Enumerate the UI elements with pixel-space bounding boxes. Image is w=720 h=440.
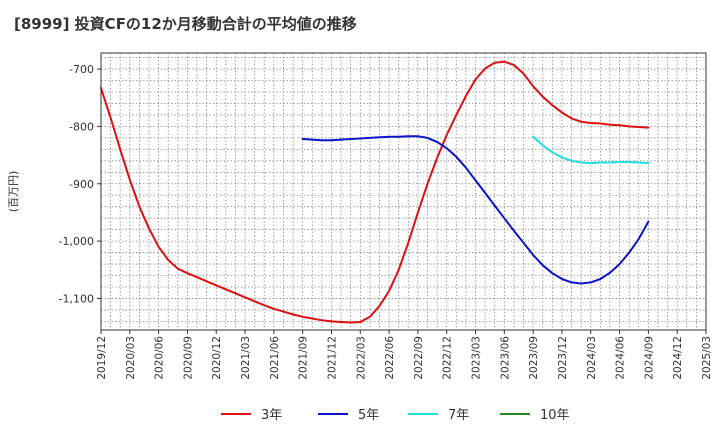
plot-background — [101, 53, 706, 330]
series-lines — [100, 60, 650, 324]
y-tick-label: -900 — [69, 178, 94, 191]
y-axis-label-group: (百万円) — [7, 171, 20, 213]
legend: 3年 5年 7年 10年 — [221, 408, 570, 423]
x-tick-label: 2024/06 — [615, 336, 627, 380]
x-tick-label: 2024/03 — [586, 336, 598, 380]
x-axis-ticks: 2019/12 2020/03 2020/06 2020/09 2020/12 2021/… — [96, 330, 713, 380]
x-tick-label: 2023/09 — [528, 336, 540, 380]
chart-title: [8999] 投資CFの12か月移動合計の平均値の推移 — [14, 15, 357, 33]
y-axis-label: (百万円) — [7, 171, 20, 213]
x-tick-label: 2022/06 — [384, 336, 396, 380]
legend-label: 10年 — [540, 408, 570, 423]
grid-lines — [101, 53, 706, 330]
x-tick-label: 2023/06 — [499, 336, 511, 380]
x-tick-label: 2021/06 — [269, 336, 281, 380]
y-axis-ticks: -700 -800 -900 -1,000 -1,100 — [59, 63, 101, 305]
x-tick-label: 2022/09 — [413, 336, 425, 380]
x-tick-label: 2023/12 — [557, 336, 569, 380]
series-line — [100, 60, 650, 324]
x-tick-label: 2022/12 — [442, 336, 454, 380]
x-tick-label: 2023/03 — [471, 336, 483, 380]
x-tick-label: 2020/12 — [211, 336, 223, 380]
x-tick-label: 2024/09 — [643, 336, 655, 380]
x-tick-label: 2021/09 — [298, 336, 310, 380]
y-tick-label: -1,000 — [59, 235, 94, 248]
x-tick-label: 2025/03 — [701, 336, 713, 380]
series-line — [532, 135, 650, 165]
x-tick-label: 2024/12 — [672, 336, 684, 380]
x-tick-label: 2019/12 — [96, 336, 108, 380]
legend-label: 3年 — [261, 408, 282, 423]
plot-frame — [100, 52, 707, 331]
legend-label: 7年 — [448, 408, 469, 423]
y-tick-label: -800 — [69, 120, 94, 133]
y-tick-label: -1,100 — [59, 292, 94, 305]
series-line — [301, 135, 650, 285]
legend-label: 5年 — [358, 408, 379, 423]
plot-area — [101, 53, 706, 330]
y-tick-label: -700 — [69, 63, 94, 76]
x-tick-label: 2021/03 — [240, 336, 252, 380]
x-tick-label: 2022/03 — [355, 336, 367, 380]
x-tick-label: 2020/03 — [125, 336, 137, 380]
x-tick-label: 2021/12 — [326, 336, 338, 380]
x-tick-label: 2020/06 — [154, 336, 166, 380]
x-tick-label: 2020/09 — [182, 336, 194, 380]
